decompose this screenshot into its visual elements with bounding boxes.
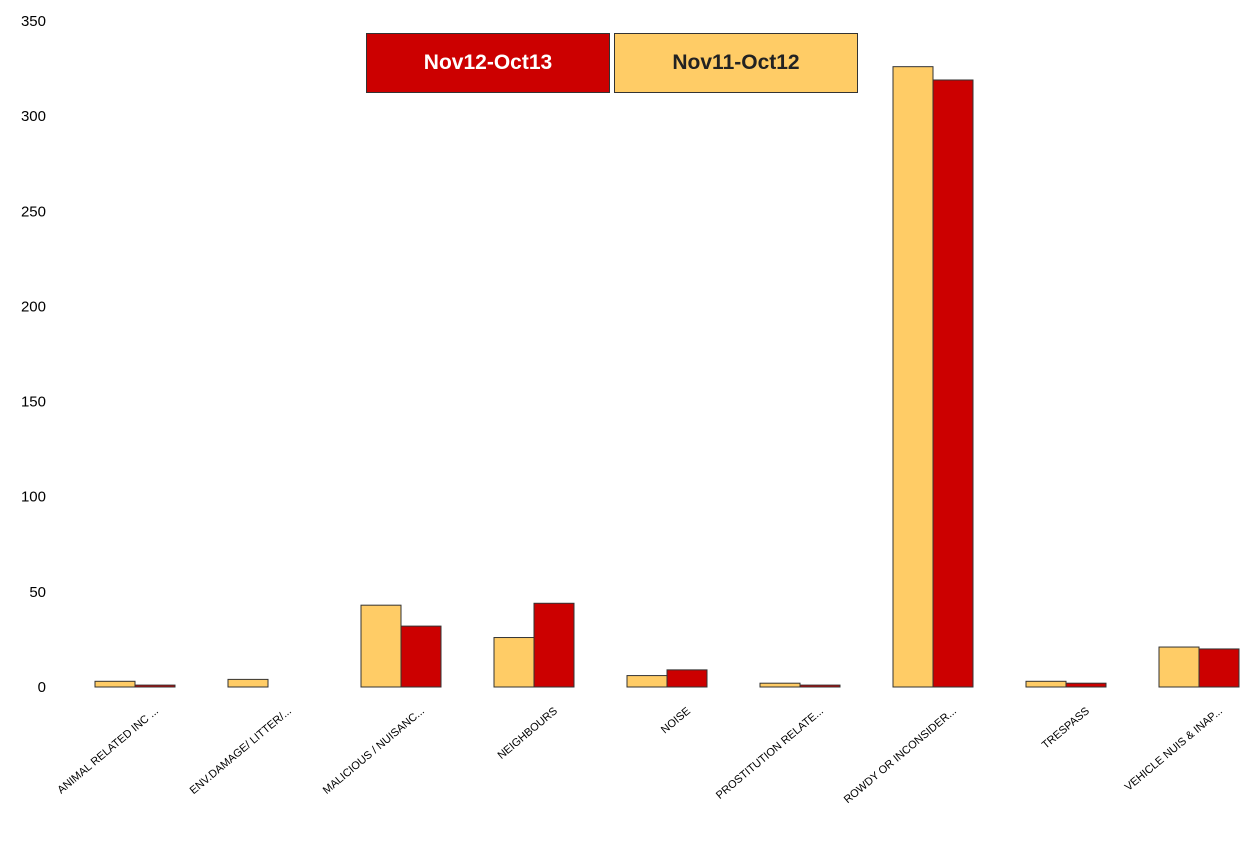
- y-tick-label: 100: [21, 489, 46, 506]
- legend-item-nov12-oct13: Nov12-Oct13: [366, 33, 610, 93]
- legend-item-nov11-oct12: Nov11-Oct12: [614, 33, 858, 93]
- bar-nov11-oct12: [1158, 646, 1200, 688]
- bar-nov11-oct12: [94, 680, 136, 688]
- x-tick-label: ANIMAL RELATED INC ...: [55, 705, 161, 796]
- y-tick-label: 250: [21, 203, 46, 220]
- bar-nov12-oct13: [533, 602, 575, 688]
- x-tick-label: ROWDY OR INCONSIDER...: [842, 705, 959, 806]
- bar-nov11-oct12: [360, 604, 402, 688]
- bar-nov11-oct12: [759, 682, 801, 688]
- y-tick-label: 150: [21, 394, 46, 411]
- bar-nov12-oct13: [400, 625, 442, 688]
- bar-nov12-oct13: [1198, 648, 1240, 688]
- bar-nov11-oct12: [227, 678, 269, 688]
- bar-nov12-oct13: [799, 684, 841, 688]
- bars: [94, 66, 1240, 688]
- bar-nov12-oct13: [932, 79, 974, 688]
- category-labels: ANIMAL RELATED INC ... ENV.DAMAGE/ LITTER…: [55, 705, 1225, 806]
- y-axis-ticks: 0 50 100 150 200 250 300 350: [21, 13, 46, 696]
- bar-nov12-oct13: [666, 669, 708, 688]
- y-tick-label: 350: [21, 13, 46, 30]
- x-tick-label: VEHICLE NUIS & INAP...: [1123, 705, 1225, 793]
- bar-nov11-oct12: [493, 637, 535, 688]
- x-tick-label: MALICIOUS / NUISANC...: [321, 705, 427, 797]
- y-tick-label: 0: [38, 679, 46, 696]
- x-tick-label: ENV.DAMAGE/ LITTER/...: [188, 705, 294, 797]
- x-tick-label: NEIGHBOURS: [496, 705, 560, 762]
- bar-nov11-oct12: [892, 66, 934, 688]
- bar-nov11-oct12: [626, 675, 668, 688]
- x-tick-label: TRESPASS: [1040, 705, 1092, 751]
- bar-nov12-oct13: [1065, 682, 1107, 688]
- y-tick-label: 300: [21, 108, 46, 125]
- bar-nov11-oct12: [1025, 680, 1067, 688]
- x-tick-label: NOISE: [659, 705, 693, 736]
- y-tick-label: 200: [21, 298, 46, 315]
- x-tick-label: PROSTITUTION RELATE...: [714, 705, 826, 802]
- bar-nov12-oct13: [134, 684, 176, 688]
- y-tick-label: 50: [29, 584, 46, 601]
